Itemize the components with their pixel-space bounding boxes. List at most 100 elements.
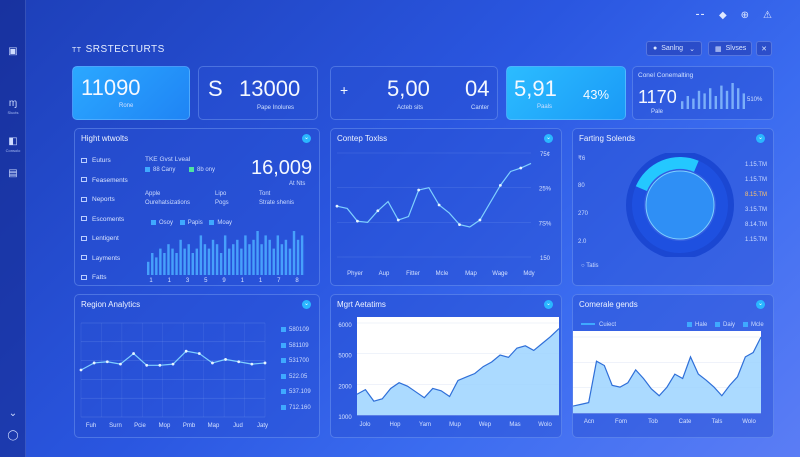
panel-title: Contep Toxlss — [337, 134, 388, 143]
circle-icon: ◯ — [7, 430, 19, 441]
y-tick: 150 — [540, 256, 551, 262]
grid-icon: ▦ — [715, 45, 722, 53]
stack-icon: ◧ — [8, 136, 18, 147]
menu-item[interactable]: Layments — [81, 255, 120, 262]
topbar-icons: ⁃⁃ ◆ ⊕ ⚠ — [695, 10, 772, 21]
chevron-down-icon[interactable]: ⌄ — [756, 300, 765, 309]
x-tick: Pmb — [183, 423, 196, 429]
panel-high: Hight wtwolts ⌄ TKE Gvst Lveal 88 Cany 8… — [74, 128, 320, 286]
donut-slice — [635, 157, 699, 192]
legend-value-label: 581109 — [289, 342, 309, 349]
x-tick: Mas — [509, 422, 520, 428]
sidebar-item-slucts[interactable]: ɱ Slucts — [7, 98, 19, 115]
data-point — [132, 352, 135, 355]
legend-value: 1.15.TM — [745, 237, 768, 243]
legend-item: ○ Tatis — [581, 263, 599, 269]
legend-swatch — [281, 389, 286, 394]
legend-value: 522.05 — [281, 373, 307, 380]
bar — [256, 231, 259, 275]
menu-item-label: Escoments — [92, 215, 125, 223]
x-tick: Jolo — [359, 422, 371, 428]
filter-select-2[interactable]: ▦ Slvses — [708, 41, 752, 56]
legend-line: Cuiect — [581, 322, 616, 328]
y-tick: 6000 — [338, 323, 352, 329]
x-tick: Cate — [679, 419, 692, 425]
x-tick: 3 — [186, 278, 190, 283]
chevron-down-icon[interactable]: ⌄ — [302, 134, 311, 143]
menu-item[interactable]: Neports — [81, 196, 115, 203]
location-icon[interactable]: ◆ — [718, 10, 727, 21]
kpi-card-5[interactable]: Conel Conemalting 1170 Pale 510% — [632, 66, 774, 120]
menu-item-label: Neports — [92, 196, 115, 203]
line-chart: Fuh Surn Pcie Mop Pmb Map Jud Jaty — [79, 322, 268, 429]
bar-chart: 1 1 3 5 9 1 1 7 8 — [147, 231, 305, 283]
x-tick: 1 — [259, 278, 263, 283]
spark-bar — [692, 98, 695, 109]
chevron-down-icon[interactable]: ⌄ — [302, 300, 311, 309]
bar — [232, 244, 235, 275]
legend-swatch — [209, 220, 215, 225]
donut-slice — [632, 160, 728, 253]
panel-title: Farting Solends — [579, 134, 636, 143]
legend-swatch — [281, 404, 286, 410]
area-chart: 6000 5000 2000 1000 Jolo Hop Yam Mup Wep Mas Wolo — [338, 317, 560, 428]
menu-item[interactable]: Escoments — [81, 216, 124, 223]
x-tick: Pcie — [134, 423, 146, 429]
spark-bar — [703, 93, 706, 109]
bar — [276, 235, 280, 275]
chevron-down-icon[interactable]: ⌄ — [756, 134, 765, 143]
bar — [159, 248, 162, 275]
data-point — [250, 362, 254, 366]
menu-item[interactable]: Euturs — [81, 157, 111, 164]
kpi-card-4[interactable]: 5,91 Paals 43% — [506, 66, 626, 120]
panel-mgrt: Mgrt Aetatims ⌄ 6000 5000 2000 1000 Jolo Hop Y… — [330, 294, 562, 438]
list-icon — [81, 274, 87, 280]
menu-item[interactable]: Fatts — [81, 274, 106, 281]
sidebar-collapse[interactable]: ⌄ — [0, 408, 26, 419]
area-chart: Acn Fom Tob Cate Tals Wolo — [573, 331, 762, 425]
x-tick: Mdy — [523, 271, 534, 277]
globe-icon[interactable]: ⊕ — [740, 10, 750, 21]
sidebar-item-consolo[interactable]: ◧ Consolo — [5, 136, 21, 153]
sidebar-status[interactable]: ◯ — [0, 430, 26, 441]
kpi-title: Conel Conemalting — [638, 72, 694, 79]
warning-icon[interactable]: ⚠ — [763, 10, 772, 21]
menu-item[interactable]: Lentigent — [81, 235, 119, 242]
legend-item: 88 Cany — [145, 167, 175, 173]
bar — [191, 253, 194, 275]
legend-value: 580109 — [281, 327, 309, 333]
minimize-icon[interactable]: ⁃⁃ — [694, 10, 705, 21]
kpi-card-1[interactable]: 11090 Rone — [72, 66, 190, 120]
filter-select-1[interactable]: ● Sanlng ⌄ — [646, 41, 702, 56]
list-icon — [81, 255, 87, 261]
menu-item[interactable]: Feasements — [81, 177, 128, 184]
bar — [199, 235, 203, 275]
bar — [228, 248, 231, 275]
chevron-down-icon: ⌄ — [689, 45, 695, 53]
x-tick: Wep — [479, 422, 492, 428]
chevron-down-icon[interactable]: ⌄ — [544, 134, 553, 143]
legend-swatch — [281, 327, 286, 332]
chevron-down-icon[interactable]: ⌄ — [544, 300, 553, 309]
legend-swatch — [715, 322, 720, 327]
data-point — [211, 361, 214, 365]
data-point — [417, 188, 421, 192]
x-tick: Aup — [379, 271, 390, 277]
sidebar-item-docs[interactable]: ▤ — [0, 168, 26, 179]
list-icon — [81, 196, 87, 202]
kpi-card-3[interactable]: + 5,00 Acteb sits 04 Canter — [330, 66, 498, 120]
data-point — [498, 183, 502, 187]
close-button[interactable]: ✕ — [756, 41, 772, 56]
kpi-card-2[interactable]: S 13000 Pape Inolures — [198, 66, 318, 120]
bar — [203, 244, 207, 275]
line-chart: 75¢ 25% 7S% 150 Phyer Aup Fitter Mcle Map Wage Mdy — [335, 152, 552, 277]
sidebar-item-home[interactable]: ▣ — [0, 46, 26, 57]
spark-bar — [681, 101, 684, 109]
data-point — [184, 349, 188, 353]
y-tick: 25% — [539, 187, 552, 193]
data-point — [158, 363, 162, 367]
analytics-icon: ɱ — [8, 98, 18, 109]
donut-chart — [626, 153, 734, 257]
list-icon — [81, 157, 87, 163]
bar — [147, 261, 150, 275]
